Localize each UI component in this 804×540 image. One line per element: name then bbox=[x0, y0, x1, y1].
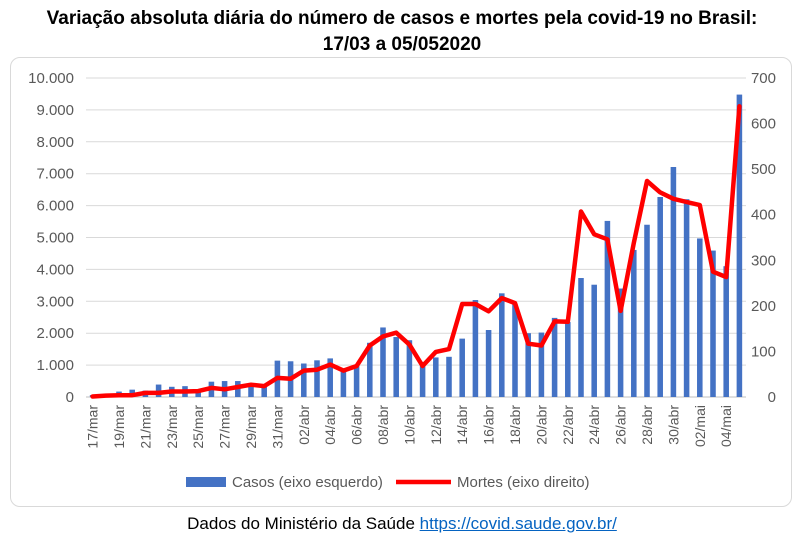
x-tick-label: 29/mar bbox=[243, 405, 259, 449]
deaths-line bbox=[90, 104, 742, 399]
bar bbox=[525, 333, 531, 397]
x-tick-label: 04/abr bbox=[322, 405, 338, 445]
bar bbox=[340, 369, 347, 397]
bar bbox=[353, 365, 360, 397]
bar bbox=[459, 338, 465, 397]
chart-title-line-2: 17/03 a 05/052020 bbox=[322, 34, 482, 55]
bar bbox=[248, 385, 254, 397]
right-tick-label: 600 bbox=[751, 116, 776, 133]
x-tick-label: 30/abr bbox=[665, 405, 681, 445]
right-tick-label: 500 bbox=[751, 161, 776, 178]
chart-title: Variação absoluta diária do número de ca… bbox=[0, 6, 804, 58]
grid-lines bbox=[86, 77, 746, 398]
x-axis: 17/mar 19/mar 21/mar 23/mar 25/mar 27/mar 29/m… bbox=[85, 405, 735, 449]
x-tick-label: 21/mar bbox=[137, 405, 153, 449]
bar bbox=[406, 340, 413, 397]
chart-panel: 0 1.000 2.000 3.000 4.000 5.000 6.000 7.000 8.00… bbox=[10, 57, 792, 507]
left-tick-label: 2.000 bbox=[36, 325, 74, 342]
x-tick-label: 02/mai bbox=[692, 405, 708, 447]
x-tick-label: 19/mar bbox=[111, 405, 127, 449]
bar bbox=[736, 94, 743, 397]
bar bbox=[314, 360, 320, 397]
legend-label-mortes: Mortes (eixo direito) bbox=[457, 474, 590, 491]
right-tick-label: 0 bbox=[768, 389, 776, 406]
x-tick-label: 14/abr bbox=[454, 405, 470, 445]
x-tick-label: 02/abr bbox=[296, 405, 312, 445]
bar bbox=[538, 332, 545, 397]
footer-source-text: Dados do Ministério da Saúde bbox=[187, 514, 420, 533]
bar bbox=[644, 224, 650, 397]
bar bbox=[301, 363, 307, 397]
right-tick-label: 200 bbox=[751, 298, 776, 315]
right-tick-label: 700 bbox=[751, 70, 776, 87]
bar bbox=[551, 317, 558, 397]
legend-label-casos: Casos (eixo esquerdo) bbox=[232, 474, 383, 491]
right-tick-label: 300 bbox=[751, 252, 776, 269]
left-tick-label: 3.000 bbox=[36, 293, 74, 310]
bar bbox=[499, 293, 505, 397]
bar bbox=[472, 300, 479, 397]
x-tick-label: 20/abr bbox=[533, 405, 549, 445]
x-tick-label: 28/abr bbox=[639, 405, 655, 445]
x-tick-label: 24/abr bbox=[586, 405, 602, 445]
bar bbox=[604, 220, 611, 397]
x-tick-label: 12/abr bbox=[428, 405, 444, 445]
bar bbox=[670, 167, 677, 397]
left-tick-label: 4.000 bbox=[36, 261, 74, 278]
bar bbox=[485, 330, 492, 397]
right-axis: 0 100 200 300 400 500 600 700 bbox=[751, 70, 776, 406]
x-tick-label: 04/mai bbox=[718, 405, 734, 447]
x-tick-label: 26/abr bbox=[613, 405, 629, 445]
left-tick-label: 10.000 bbox=[28, 70, 74, 87]
left-tick-label: 6.000 bbox=[36, 198, 74, 215]
legend-swatch-casos bbox=[186, 477, 226, 487]
bar bbox=[261, 386, 267, 397]
bar bbox=[380, 327, 386, 397]
x-tick-label: 06/abr bbox=[349, 405, 365, 445]
bar bbox=[327, 358, 333, 397]
bar bbox=[393, 337, 399, 397]
bar bbox=[683, 199, 690, 397]
bar bbox=[367, 342, 373, 397]
x-tick-label: 27/mar bbox=[217, 405, 233, 449]
x-tick-label: 25/mar bbox=[190, 405, 206, 449]
x-tick-label: 08/abr bbox=[375, 405, 391, 445]
legend: Casos (eixo esquerdo) Mortes (eixo direi… bbox=[186, 474, 590, 491]
x-tick-label: 10/abr bbox=[401, 405, 417, 445]
x-tick-label: 17/mar bbox=[85, 405, 101, 449]
bar bbox=[657, 196, 663, 397]
left-tick-label: 9.000 bbox=[36, 102, 74, 119]
left-tick-label: 7.000 bbox=[36, 166, 74, 183]
left-tick-label: 0 bbox=[66, 389, 74, 406]
right-tick-label: 100 bbox=[751, 343, 776, 360]
bar bbox=[723, 266, 729, 397]
bar bbox=[419, 361, 426, 397]
bar bbox=[578, 278, 584, 397]
bar bbox=[697, 238, 703, 397]
x-tick-label: 23/mar bbox=[164, 405, 180, 449]
chart-svg: 0 1.000 2.000 3.000 4.000 5.000 6.000 7.000 8.00… bbox=[28, 70, 776, 491]
bar bbox=[710, 250, 716, 397]
left-tick-label: 1.000 bbox=[36, 357, 74, 374]
x-tick-label: 22/abr bbox=[560, 405, 576, 445]
bar bbox=[433, 357, 439, 397]
x-tick-label: 31/mar bbox=[269, 405, 285, 449]
footer: Dados do Ministério da Saúde https://cov… bbox=[0, 514, 804, 534]
bar bbox=[446, 356, 452, 397]
bar bbox=[617, 288, 624, 397]
x-tick-label: 16/abr bbox=[481, 405, 497, 445]
bar bbox=[631, 249, 637, 397]
left-tick-label: 8.000 bbox=[36, 134, 74, 151]
line-series bbox=[90, 104, 742, 399]
bar bbox=[565, 322, 571, 397]
x-tick-label: 18/abr bbox=[507, 405, 523, 445]
footer-link[interactable]: https://covid.saude.gov.br/ bbox=[419, 514, 617, 533]
bar bbox=[512, 304, 518, 397]
chart-title-line-1: Variação absoluta diária do número de ca… bbox=[46, 8, 758, 29]
bar bbox=[591, 284, 597, 397]
left-axis: 0 1.000 2.000 3.000 4.000 5.000 6.000 7.000 8.00… bbox=[28, 70, 74, 406]
right-tick-label: 400 bbox=[751, 207, 776, 224]
left-tick-label: 5.000 bbox=[36, 230, 74, 247]
